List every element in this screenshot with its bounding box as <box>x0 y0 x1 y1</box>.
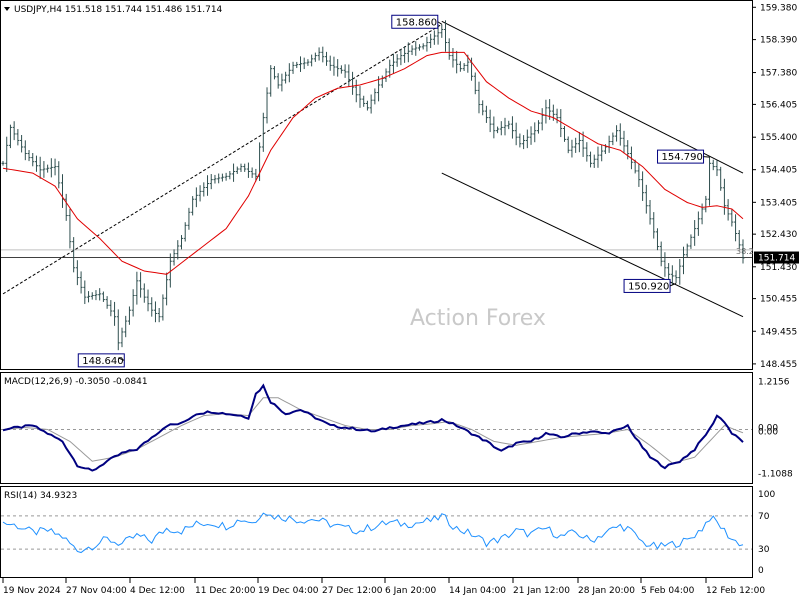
macd-layer <box>1 383 752 472</box>
current-price-tag <box>754 251 799 264</box>
trendline-1 <box>441 20 744 174</box>
annotation-label-3: 150.920 <box>628 281 669 292</box>
price-tick-label: 156.405 <box>760 100 797 110</box>
price-tick-label: 149.455 <box>760 327 797 337</box>
x-tick-label: 21 Jan 12:00 <box>513 586 570 596</box>
x-tick-label: 4 Dec 12:00 <box>130 586 185 596</box>
annotation-leader-2 <box>703 156 710 158</box>
rsi-panel-frame <box>0 486 753 578</box>
price-tick-label: 152.430 <box>760 230 797 240</box>
price-tick-label: 154.405 <box>760 166 797 176</box>
price-tick-label: 148.455 <box>760 360 797 370</box>
rsi-layer <box>1 512 752 554</box>
rsi-axis-label: 30 <box>758 545 770 555</box>
price-panel-frame <box>0 0 753 370</box>
fib-level-label: 38.2 <box>736 247 754 256</box>
x-tick-label: 19 Nov 2024 <box>3 586 61 596</box>
annotation-leader-1 <box>118 357 125 361</box>
x-tick-label: 14 Jan 04:00 <box>449 586 506 596</box>
x-tick-label: 12 Feb 12:00 <box>706 586 765 596</box>
annotation-label-0: 158.860 <box>396 17 437 28</box>
macd-panel-frame <box>0 372 753 484</box>
price-layer: 38.2 158.860 148.640 154.790 150.920 <box>1 14 754 368</box>
symbol-header: USDJPY,H4 151.518 151.744 151.486 151.71… <box>14 5 223 15</box>
macd-axis-label: -1.1088 <box>758 469 793 479</box>
dropdown-triangle-icon[interactable] <box>4 7 10 11</box>
price-tick-label: 153.405 <box>760 198 797 208</box>
rsi-axis-label: 70 <box>758 512 770 522</box>
price-tick-label: 155.400 <box>760 133 797 143</box>
x-tick-label: 11 Dec 20:00 <box>195 586 256 596</box>
annotation-leader-0 <box>437 21 443 25</box>
macd-axis-label: 0.00 <box>758 427 778 437</box>
rsi-line <box>2 512 744 554</box>
annotation-label-2: 154.790 <box>662 152 703 163</box>
x-tick-label: 5 Feb 04:00 <box>641 586 695 596</box>
macd-axis-label: 1.2156 <box>758 377 790 387</box>
price-tick-label: 157.380 <box>760 69 797 79</box>
annotation-leader-3 <box>669 282 677 287</box>
price-tick-label: 151.430 <box>760 263 797 273</box>
x-tick-label: 6 Jan 20:00 <box>385 586 437 596</box>
annotation-label-1: 148.640 <box>82 356 123 367</box>
trendline-2 <box>441 172 744 318</box>
price-tick-label: 150.455 <box>760 295 797 305</box>
macd-signal-line <box>2 397 744 464</box>
rsi-axis-label: 0 <box>758 566 764 576</box>
price-tick-label: 158.390 <box>760 36 797 46</box>
x-tick-label: 19 Dec 04:00 <box>258 586 319 596</box>
watermark: Action Forex <box>410 306 546 331</box>
moving-average-line <box>2 51 744 275</box>
macd-header: MACD(12,26,9) -0.3050 -0.0841 <box>4 377 148 387</box>
x-tick-label: 28 Jan 20:00 <box>578 586 635 596</box>
x-tick-label: 27 Nov 04:00 <box>66 586 127 596</box>
macd-main-line <box>2 383 744 472</box>
current-price-label: 151.714 <box>758 254 795 264</box>
x-tick-label: 27 Dec 12:00 <box>322 586 383 596</box>
price-tick-label: 159.380 <box>760 3 797 13</box>
rsi-header: RSI(14) 34.9323 <box>4 491 77 501</box>
rsi-axis-label: 100 <box>758 490 775 500</box>
trendline-0 <box>2 23 443 295</box>
macd-axis-label: 0.00 <box>758 423 778 433</box>
axes-layer: 159.380 158.390 157.380 156.405 155.400 154.4… <box>2 3 799 596</box>
